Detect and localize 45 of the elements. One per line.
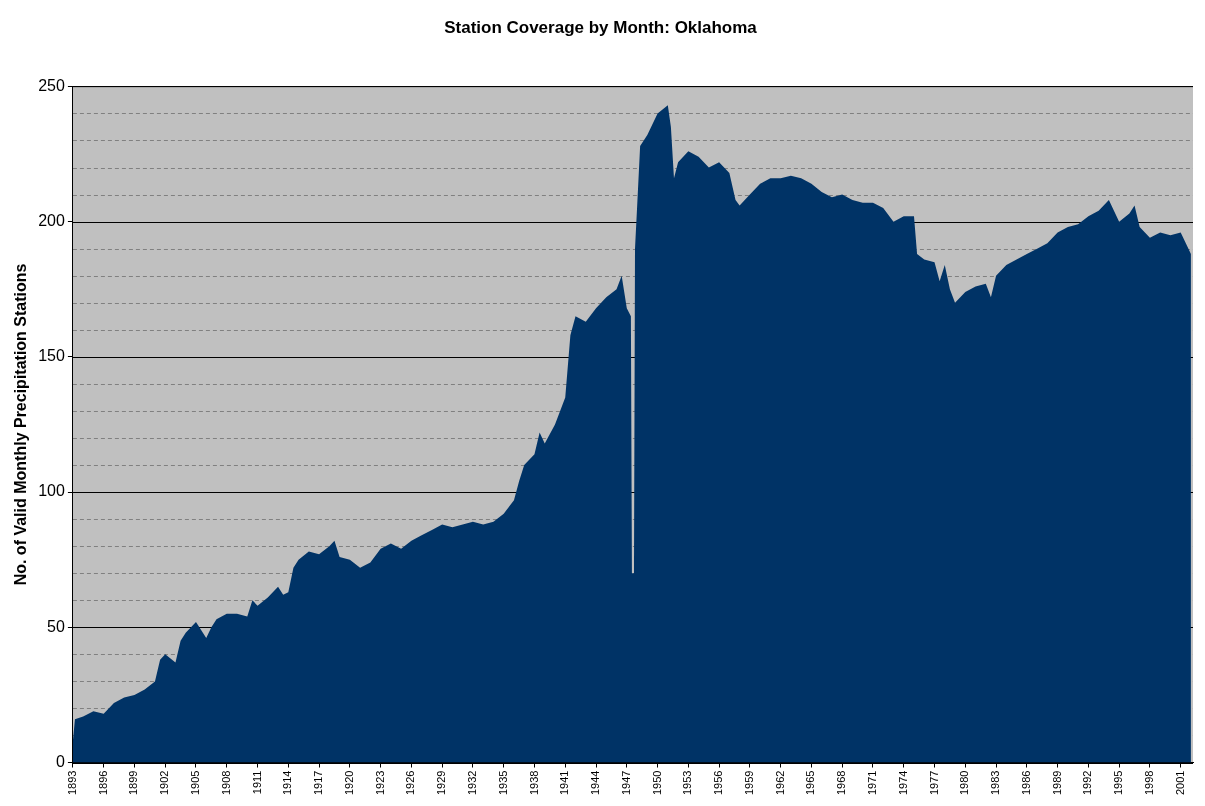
x-tick-label: 1968 [835,770,848,796]
x-tick-label: 1917 [312,770,325,796]
y-tick-label: 250 [38,76,65,94]
x-tick-label: 1908 [219,770,232,796]
x-tick-label: 1911 [250,770,263,795]
x-tick-label: 1923 [373,770,386,796]
x-tick-label: 1893 [65,770,78,796]
x-tick-label: 1914 [281,770,294,796]
x-tick-label: 1980 [958,770,971,796]
x-tick-label: 1959 [742,770,755,796]
x-tick-label: 1926 [404,770,417,796]
y-tick-label: 50 [47,617,65,635]
chart-title: Station Coverage by Month: Oklahoma [444,17,758,37]
x-tick-label: 1992 [1081,770,1094,796]
x-tick-label: 1941 [558,770,571,796]
x-tick-label: 1947 [619,770,632,796]
y-tick-label: 100 [38,482,65,500]
x-tick-label: 1950 [650,770,663,796]
x-tick-label: 1953 [681,770,694,796]
x-tick-label: 1896 [96,770,109,796]
x-tick-label: 1902 [158,770,171,796]
x-tick-label: 1983 [989,770,1002,796]
x-tick-label: 1929 [435,770,448,796]
x-tick-label: 1986 [1019,770,1032,796]
x-tick-label: 1995 [1112,770,1125,796]
y-axis-title: No. of Valid Monthly Precipitation Stations [12,263,30,586]
x-tick-label: 1905 [189,770,202,796]
x-tick-label: 1938 [527,770,540,796]
x-tick-label: 1965 [804,770,817,796]
x-tick-label: 1956 [712,770,725,796]
x-tick-label: 1977 [927,770,940,796]
x-tick-label: 1989 [1050,770,1063,796]
y-tick-label: 0 [55,752,65,770]
x-tick-label: 2001 [1173,770,1186,796]
y-tick-label: 150 [38,347,65,365]
x-tick-label: 1944 [589,770,602,796]
x-tick-label: 1971 [866,770,878,796]
x-tick-label: 1932 [465,770,478,796]
x-tick-label: 1998 [1142,770,1155,796]
x-tick-label: 1962 [773,770,786,796]
x-tick-label: 1920 [342,770,355,796]
x-tick-label: 1935 [496,770,509,796]
x-tick-label: 1974 [896,770,909,796]
y-tick-label: 200 [38,212,65,230]
x-tick-label: 1899 [127,770,140,796]
